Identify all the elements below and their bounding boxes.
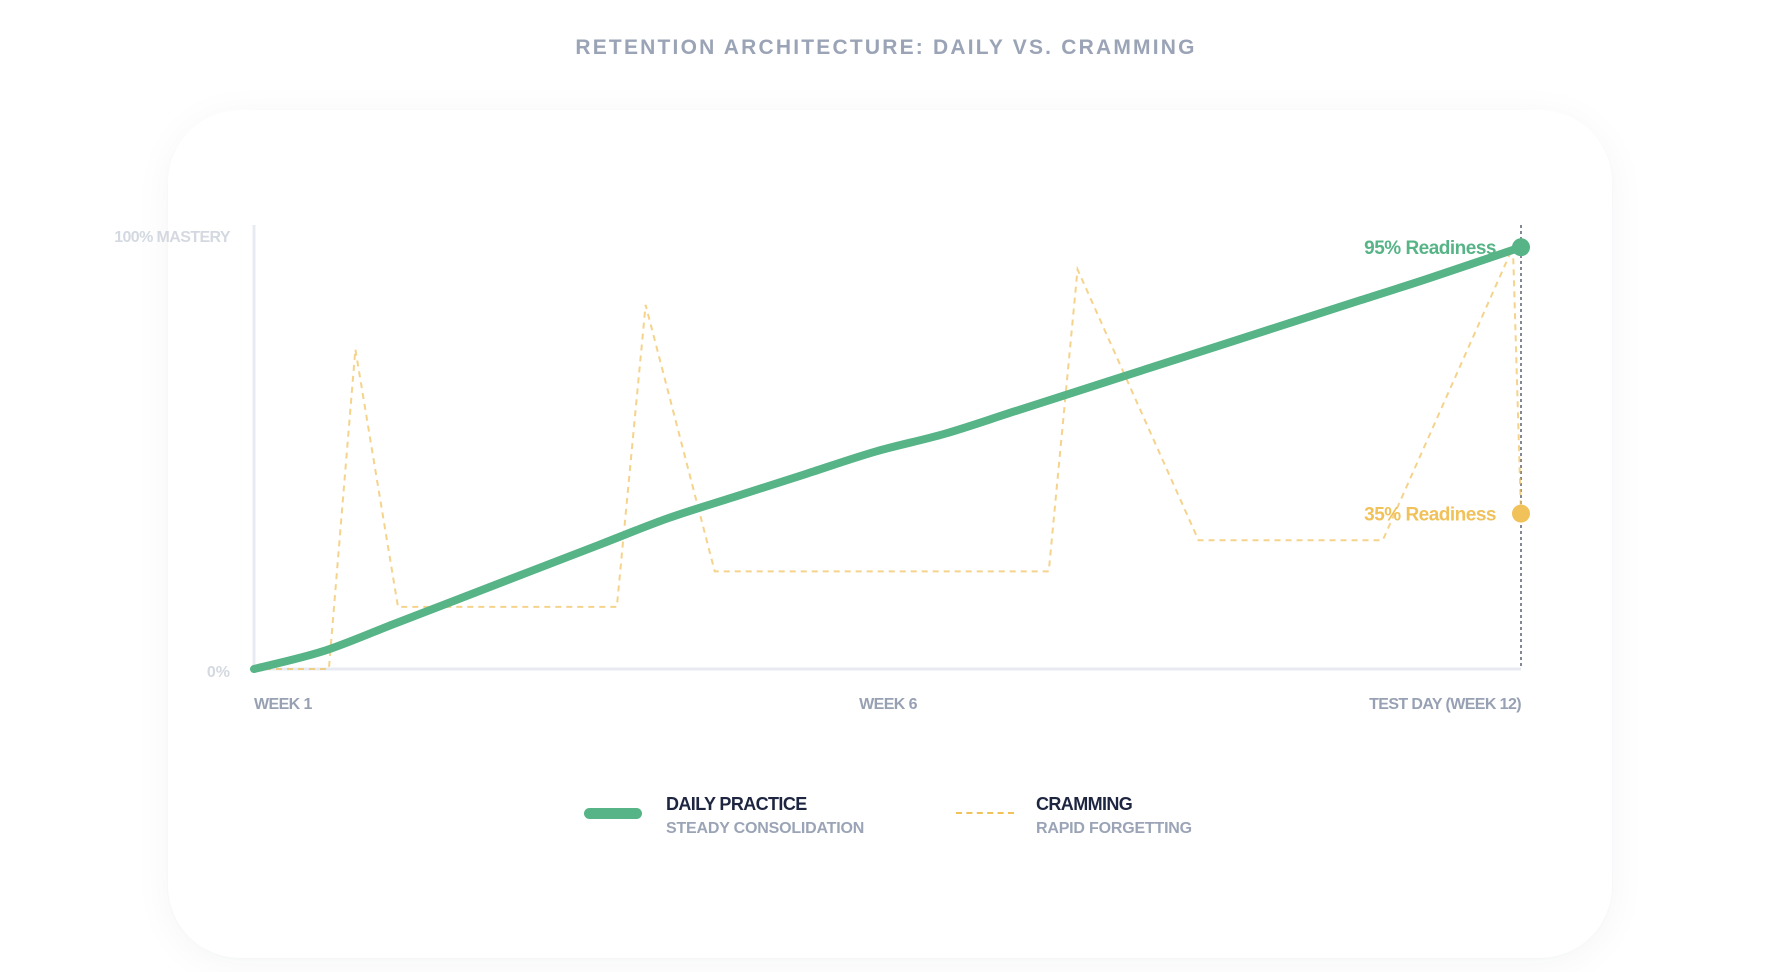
series-line-cramming bbox=[254, 246, 1522, 670]
chart-title: RETENTION ARCHITECTURE: DAILY VS. CRAMMI… bbox=[575, 36, 1197, 59]
legend: DAILY PRACTICE STEADY CONSOLIDATION CRAM… bbox=[0, 788, 1772, 848]
x-tick-label-week1: WEEK 1 bbox=[254, 696, 312, 713]
series-line-daily-practice bbox=[250, 243, 1525, 673]
legend-label-cramming: CRAMMING bbox=[1036, 794, 1133, 814]
chart-card bbox=[168, 110, 1612, 958]
cramming-end-label: 35% Readiness bbox=[1364, 505, 1496, 526]
daily-practice-end-label: 95% Readiness bbox=[1364, 238, 1496, 259]
end-point-daily-practice bbox=[1512, 238, 1530, 257]
legend-sublabel-cramming: RAPID FORGETTING bbox=[1036, 820, 1192, 837]
x-tick-label-week6: WEEK 6 bbox=[859, 696, 917, 713]
legend-label-daily-practice: DAILY PRACTICE bbox=[666, 794, 807, 814]
legend-swatch-daily-practice bbox=[584, 808, 642, 819]
legend-sublabel-daily-practice: STEADY CONSOLIDATION bbox=[666, 820, 865, 837]
legend-swatch-cramming bbox=[956, 812, 1014, 814]
y-tick-label-top: 100% MASTERY bbox=[114, 229, 231, 246]
series-layer bbox=[250, 238, 1530, 673]
y-tick-label-bottom: 0% bbox=[207, 664, 230, 681]
x-tick-label-test-day: TEST DAY (WEEK 12) bbox=[1369, 696, 1521, 713]
end-point-cramming bbox=[1512, 504, 1530, 523]
